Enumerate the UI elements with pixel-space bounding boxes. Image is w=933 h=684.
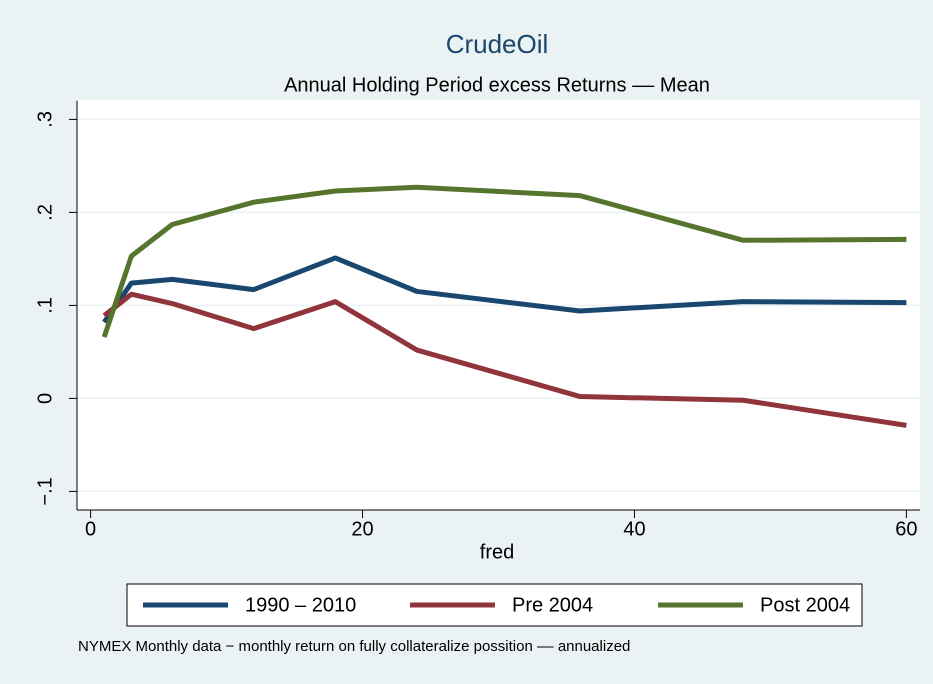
legend-label: 1990 – 2010 xyxy=(245,594,356,616)
legend-label: Post 2004 xyxy=(760,594,850,616)
x-tick-label: 40 xyxy=(623,518,645,540)
x-tick-label: 0 xyxy=(85,518,96,540)
line xyxy=(101,184,907,338)
x-axis-label: fred xyxy=(480,541,514,563)
line xyxy=(102,291,907,428)
y-tick-label: −.1 xyxy=(34,477,56,505)
y-tick-label: .3 xyxy=(34,111,56,128)
y-tick-label: .2 xyxy=(34,204,56,221)
chart-subtitle: Annual Holding Period excess Returns –– … xyxy=(284,74,710,96)
y-tick-label: .1 xyxy=(34,297,56,314)
x-tick-label: 20 xyxy=(351,518,373,540)
x-tick-label: 60 xyxy=(895,518,917,540)
y-tick-label: 0 xyxy=(34,393,56,404)
line xyxy=(102,255,907,324)
chart-title: CrudeOil xyxy=(446,29,549,59)
note: NYMEX Monthly data − monthly return on f… xyxy=(78,638,630,655)
legend-label: Pre 2004 xyxy=(512,594,593,616)
